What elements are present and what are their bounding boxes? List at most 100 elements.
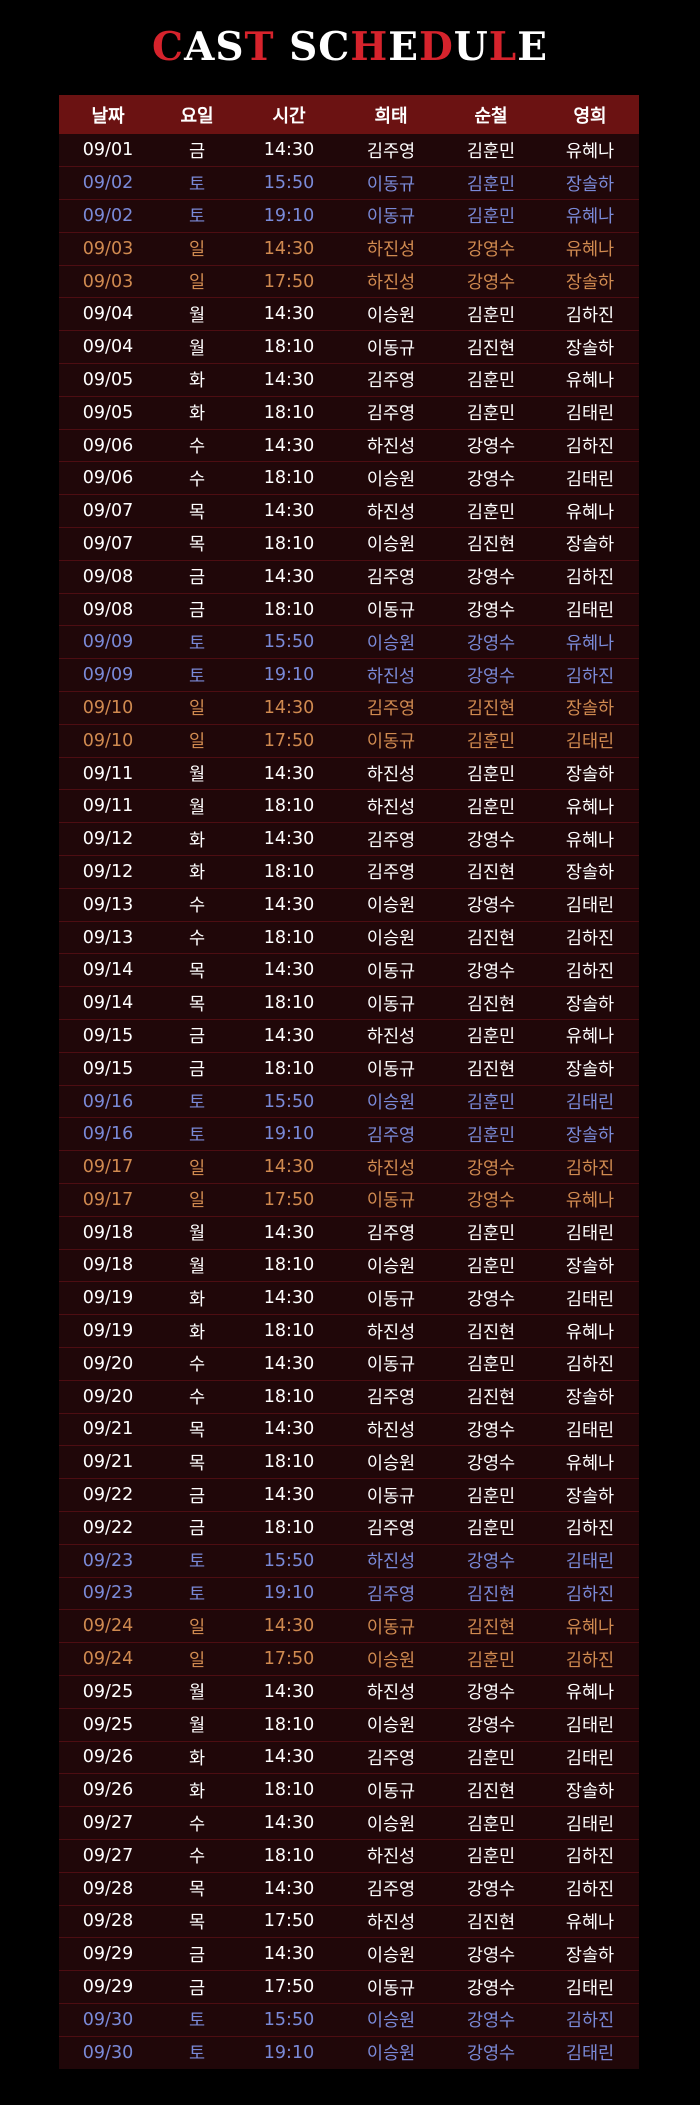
time-cell: 15:50 [237, 166, 341, 200]
time-cell: 17:50 [237, 1183, 341, 1217]
time-cell: 14:30 [237, 822, 341, 856]
heetae-cast-cell: 이동규 [341, 1478, 441, 1512]
table-row: 09/28 목 14:30 김주영 강영수 김하진 [59, 1871, 639, 1906]
day-cell: 화 [157, 1773, 237, 1807]
header-date: 날짜 [91, 105, 125, 127]
date-cell: 09/05 [59, 363, 157, 397]
younghee-cast-cell: 김태린 [541, 2035, 639, 2070]
date-cell: 09/04 [59, 297, 157, 331]
younghee-cast-cell: 유혜나 [541, 625, 639, 659]
day-cell: 토 [157, 2002, 237, 2037]
table-row: 09/16 토 15:50 이승원 김훈민 김태린 [59, 1084, 639, 1118]
date-cell: 09/26 [59, 1773, 157, 1807]
day-cell: 화 [157, 395, 237, 430]
date-cell: 09/03 [59, 231, 157, 266]
table-row: 09/06 수 18:10 이승원 강영수 김태린 [59, 461, 639, 495]
heetae-cast-cell: 이승원 [341, 461, 441, 495]
day-cell: 금 [157, 1937, 237, 1971]
title-segment: D [418, 24, 454, 70]
date-cell: 09/25 [59, 1707, 157, 1742]
time-cell: 14:30 [237, 1609, 341, 1643]
table-row: 09/14 목 14:30 이동규 강영수 김하진 [59, 953, 639, 987]
heetae-cast-cell: 하진성 [341, 789, 441, 823]
heetae-cast-cell: 이승원 [341, 625, 441, 659]
title-segment: U [453, 24, 489, 70]
date-cell: 09/22 [59, 1510, 157, 1545]
heetae-cast-cell: 하진성 [341, 1838, 441, 1873]
suncheol-cast-cell: 강영수 [441, 1970, 541, 2004]
time-cell: 14:30 [237, 1346, 341, 1381]
table-row: 09/14 목 18:10 이동규 김진현 장솔하 [59, 986, 639, 1020]
table-row: 09/19 화 14:30 이동규 강영수 김태린 [59, 1281, 639, 1315]
time-cell: 18:10 [237, 1051, 341, 1086]
table-row: 09/22 금 14:30 이동규 김훈민 장솔하 [59, 1478, 639, 1512]
suncheol-cast-cell: 김진현 [441, 691, 541, 725]
date-cell: 09/16 [59, 1117, 157, 1151]
table-row: 09/13 수 18:10 이승원 김진현 김하진 [59, 920, 639, 954]
younghee-cast-cell: 유혜나 [541, 1183, 639, 1217]
date-cell: 09/28 [59, 1871, 157, 1906]
table-row: 09/10 일 14:30 김주영 김진현 장솔하 [59, 691, 639, 725]
heetae-cast-cell: 하진성 [341, 1543, 441, 1578]
day-cell: 수 [157, 1806, 237, 1840]
time-cell: 18:10 [237, 330, 341, 364]
table-body: 09/01 금 14:30 김주영 김훈민 유혜나 09/02 토 15:50 이동규 김훈민 장솔하… [59, 134, 639, 2070]
date-cell: 09/30 [59, 2002, 157, 2037]
time-cell: 19:10 [237, 199, 341, 233]
day-cell: 일 [157, 264, 237, 298]
time-cell: 14:30 [237, 428, 341, 462]
suncheol-cast-cell: 김훈민 [441, 199, 541, 233]
table-row: 09/18 월 18:10 이승원 김훈민 장솔하 [59, 1248, 639, 1282]
time-cell: 14:30 [237, 756, 341, 790]
table-row: 09/07 목 18:10 이승원 김진현 장솔하 [59, 527, 639, 561]
heetae-cast-cell: 이동규 [341, 723, 441, 758]
suncheol-cast-cell: 강영수 [441, 2035, 541, 2070]
younghee-cast-cell: 유혜나 [541, 494, 639, 528]
table-row: 09/16 토 19:10 김주영 김훈민 장솔하 [59, 1117, 639, 1151]
title-segment: SC [274, 24, 351, 70]
younghee-cast-cell: 장솔하 [541, 1937, 639, 1971]
time-cell: 19:10 [237, 2035, 341, 2070]
heetae-cast-cell: 김주영 [341, 1871, 441, 1906]
younghee-cast-cell: 김태린 [541, 395, 639, 430]
heetae-cast-cell: 이승원 [341, 1084, 441, 1118]
date-cell: 09/10 [59, 723, 157, 758]
date-cell: 09/20 [59, 1346, 157, 1381]
day-cell: 일 [157, 1183, 237, 1217]
younghee-cast-cell: 김태린 [541, 887, 639, 922]
table-row: 09/30 토 15:50 이승원 강영수 김하진 [59, 2002, 639, 2037]
date-cell: 09/23 [59, 1543, 157, 1578]
heetae-cast-cell: 이승원 [341, 1445, 441, 1479]
suncheol-cast-cell: 강영수 [441, 625, 541, 659]
suncheol-cast-cell: 강영수 [441, 1937, 541, 1971]
younghee-cast-cell: 유혜나 [541, 231, 639, 266]
heetae-cast-cell: 이승원 [341, 1248, 441, 1282]
date-cell: 09/01 [82, 140, 134, 161]
heetae-cast-cell: 하진성 [341, 1412, 441, 1446]
table-row: 09/21 목 14:30 하진성 강영수 김태린 [59, 1412, 639, 1446]
younghee-cast-cell: 유혜나 [541, 363, 639, 397]
younghee-cast-cell: 장솔하 [541, 1117, 639, 1151]
suncheol-cast-cell: 강영수 [441, 1150, 541, 1184]
suncheol-cast-cell: 강영수 [441, 1412, 541, 1446]
day-cell: 목 [157, 494, 237, 528]
suncheol-cast-cell: 김훈민 [441, 494, 541, 528]
suncheol-cast-cell: 강영수 [441, 1543, 541, 1578]
table-row: 09/08 금 14:30 김주영 강영수 김하진 [59, 559, 639, 594]
day-cell: 금 [157, 1970, 237, 2004]
younghee-cast-cell: 유혜나 [541, 789, 639, 823]
suncheol-cast-cell: 강영수 [441, 1674, 541, 1709]
heetae-cast-cell: 이동규 [341, 953, 441, 987]
younghee-cast-cell: 김하진 [541, 1576, 639, 1610]
day-cell: 목 [157, 527, 237, 561]
younghee-cast-cell: 김태린 [541, 1084, 639, 1118]
younghee-cast-cell: 장솔하 [541, 1248, 639, 1282]
date-cell: 09/16 [59, 1084, 157, 1118]
time-cell: 15:50 [237, 2002, 341, 2037]
younghee-cast-cell: 장솔하 [541, 1379, 639, 1414]
day-cell: 월 [157, 330, 237, 364]
time-cell: 18:10 [237, 1445, 341, 1479]
day-cell: 화 [157, 822, 237, 856]
day-cell: 토 [157, 1576, 237, 1610]
time-cell: 18:10 [237, 1248, 341, 1282]
